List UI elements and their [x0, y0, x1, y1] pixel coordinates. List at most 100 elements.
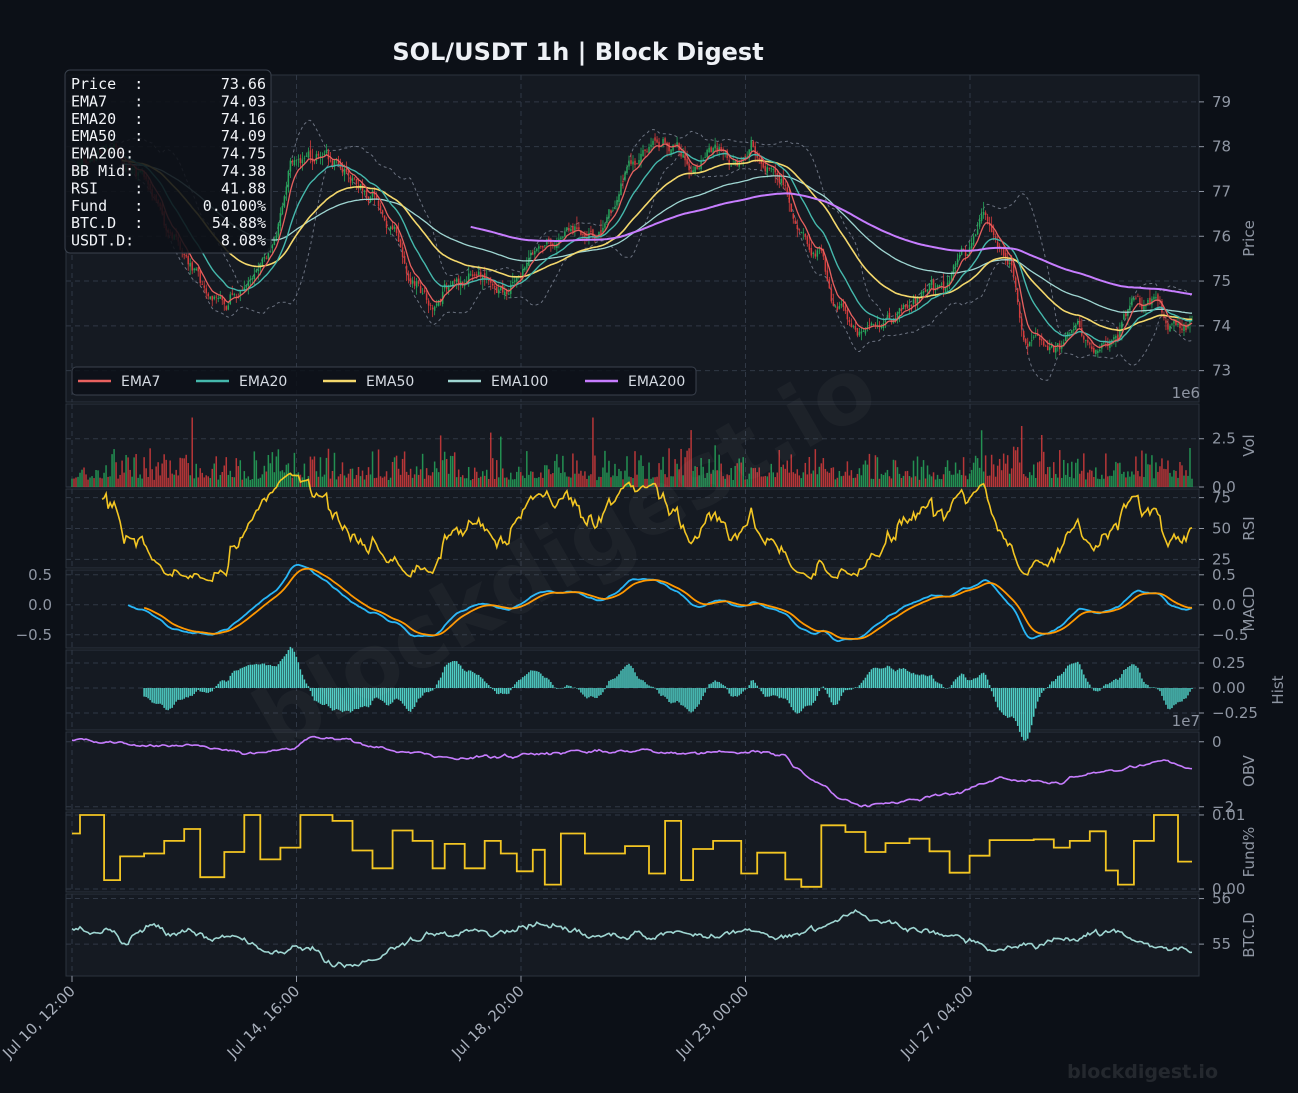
candle-body — [576, 227, 578, 229]
volume-bar — [1109, 475, 1111, 487]
candle-body — [946, 282, 949, 288]
hist-bar — [231, 672, 234, 688]
candle-body — [734, 161, 736, 163]
hist-bar — [341, 688, 344, 713]
hist-bar — [1097, 688, 1099, 692]
volume-bar — [1149, 464, 1151, 487]
candle-body — [1167, 323, 1169, 330]
volume-bar — [762, 476, 764, 487]
volume-bar — [329, 478, 332, 487]
candle-body — [421, 292, 424, 294]
candle-body — [281, 206, 284, 215]
hist-bar — [734, 688, 736, 697]
volume-bar — [986, 475, 989, 487]
candle-body — [956, 258, 959, 265]
candle-body — [1155, 296, 1157, 299]
candle-body — [622, 181, 624, 182]
hist-bar — [145, 688, 147, 697]
candle-body — [393, 226, 396, 229]
hist-bar — [664, 688, 666, 697]
hist-bar — [163, 688, 165, 708]
info-value: 74.03 — [221, 92, 266, 110]
volume-bar — [532, 471, 534, 487]
hist-bar — [259, 664, 262, 688]
panel-macd-tick-label: −0.5 — [1212, 626, 1248, 644]
volume-bar — [1050, 477, 1053, 487]
candle-body — [754, 146, 756, 155]
hist-bar — [968, 680, 971, 688]
hist-bar — [1030, 688, 1033, 726]
candle-body — [904, 305, 907, 307]
volume-bar — [1105, 453, 1107, 487]
volume-bar — [219, 474, 222, 487]
hist-bar — [998, 688, 1001, 711]
volume-bar — [856, 473, 859, 487]
candle-body — [768, 167, 770, 169]
volume-bar — [101, 478, 103, 487]
volume-bar — [982, 471, 985, 487]
volume-bar — [1091, 470, 1093, 487]
volume-bar — [630, 477, 632, 487]
candle-body — [868, 325, 871, 327]
volume-bar — [842, 475, 845, 487]
candle-body — [225, 306, 228, 310]
hist-bar — [666, 688, 668, 699]
volume-bar — [273, 472, 276, 487]
volume-bar — [453, 452, 456, 487]
volume-bar — [1125, 477, 1127, 487]
hist-bar — [722, 684, 724, 688]
hist-bar — [181, 688, 183, 700]
info-label: BTC.D : — [71, 214, 143, 232]
hist-bar — [165, 688, 167, 710]
candle-body — [578, 227, 580, 230]
candle-body — [407, 273, 410, 281]
candle-body — [494, 286, 496, 288]
volume-bar — [760, 476, 762, 487]
hist-bar — [884, 667, 887, 688]
volume-bar — [1159, 466, 1161, 487]
volume-bar — [576, 460, 578, 487]
hist-bar — [457, 663, 460, 688]
volume-bar — [139, 474, 141, 487]
volume-bar — [467, 467, 470, 487]
hist-bar — [750, 680, 752, 688]
hist-bar — [1044, 688, 1047, 689]
ema50-line — [121, 159, 1192, 332]
candle-body — [307, 151, 310, 158]
volume-bar — [237, 466, 240, 487]
hist-bar — [894, 671, 897, 688]
hist-bar — [904, 668, 907, 688]
legend-label-ema50: EMA50 — [366, 374, 414, 390]
volume-bar — [568, 476, 570, 487]
hist-bar — [728, 688, 730, 694]
volume-bar — [600, 476, 602, 487]
volume-bar — [479, 476, 482, 487]
volume-bar — [694, 466, 696, 487]
hist-bar — [267, 665, 270, 688]
volume-bar — [207, 476, 209, 487]
hist-bar — [1133, 664, 1135, 688]
hist-bar — [1183, 688, 1185, 700]
candle-body — [974, 234, 977, 236]
hist-bar — [960, 673, 963, 688]
panel-rsi-tick-label: 25 — [1212, 550, 1231, 568]
hist-bar — [550, 681, 552, 688]
panel-macd-tick-label: 0.0 — [1212, 596, 1236, 614]
hist-bar — [760, 688, 762, 692]
hist-bar — [942, 687, 945, 688]
hist-bar — [532, 670, 534, 688]
panel-obv-tick-label: 0 — [1212, 733, 1222, 751]
volume-bar — [832, 467, 835, 487]
candle-body — [652, 140, 654, 146]
candle-body — [333, 160, 336, 167]
volume-bar — [439, 435, 442, 487]
candle-body — [492, 283, 494, 286]
candle-body — [954, 263, 957, 266]
hist-bar — [824, 688, 827, 690]
volume-bar — [283, 472, 286, 487]
candle-body — [790, 203, 793, 212]
volume-bar — [706, 472, 708, 487]
volume-bar — [728, 475, 730, 487]
volume-bar — [944, 466, 947, 487]
